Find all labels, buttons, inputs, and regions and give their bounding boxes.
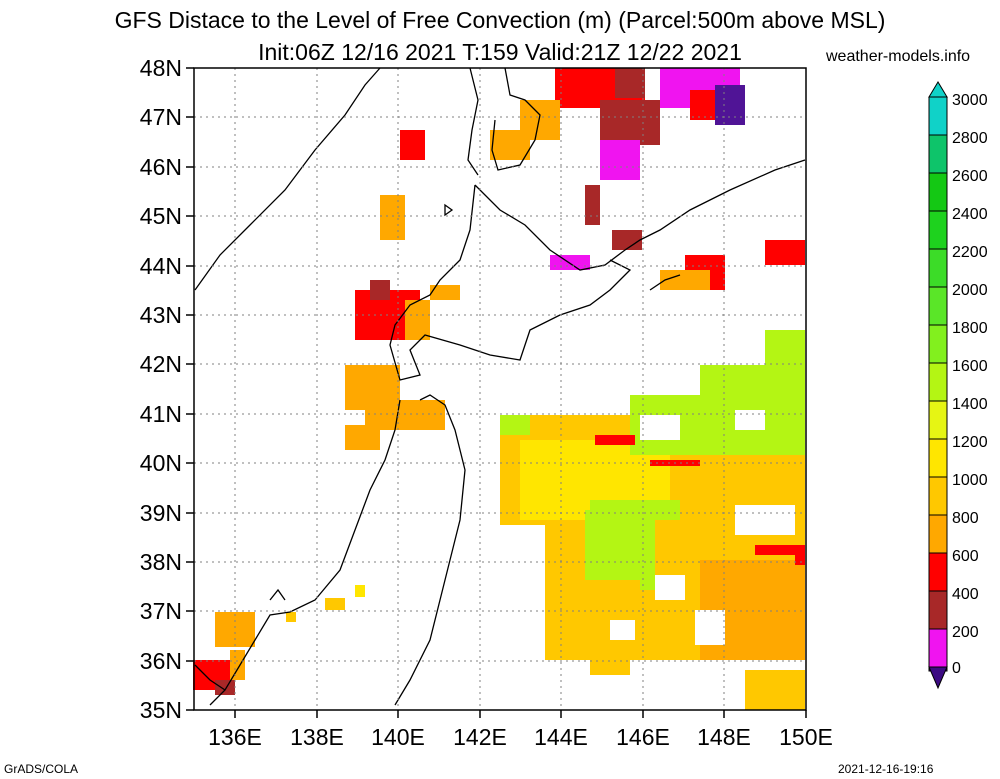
map-frame: [193, 67, 807, 711]
lon-label: 140E: [371, 724, 425, 750]
colorbar-label: 2000: [952, 282, 988, 299]
lat-label: 36N: [139, 648, 182, 674]
colorbar-label: 2600: [952, 168, 988, 185]
lfc-shading: [193, 68, 805, 710]
chart-title: GFS Distace to the Level of Free Convect…: [114, 7, 886, 33]
source-label: weather-models.info: [826, 48, 971, 65]
colorbar-label: 400: [952, 586, 979, 603]
lon-label: 136E: [208, 724, 262, 750]
lon-label: 138E: [290, 724, 344, 750]
colorbar-top-arrow: [928, 81, 948, 98]
lat-label: 42N: [139, 351, 182, 377]
colorbar-label: 1800: [952, 320, 988, 337]
lon-label: 146E: [616, 724, 670, 750]
lat-label: 41N: [139, 401, 182, 427]
coastlines: [194, 67, 806, 706]
lat-label: 44N: [139, 253, 182, 279]
colorbar-label: 2800: [952, 130, 988, 147]
graticule: [194, 68, 806, 710]
chart-subtitle: Init:06Z 12/16 2021 T:159 Valid:21Z 12/2…: [258, 39, 742, 65]
colorbar-label: 800: [952, 510, 979, 527]
lat-label: 39N: [139, 500, 182, 526]
lat-label: 35N: [139, 697, 182, 723]
lat-label: 40N: [139, 450, 182, 476]
lat-label: 37N: [139, 598, 182, 624]
lon-label: 150E: [779, 724, 833, 750]
lon-label: 148E: [697, 724, 751, 750]
colorbar-label: 1600: [952, 358, 988, 375]
colorbar-label: 3000: [952, 92, 988, 109]
lat-label: 47N: [139, 104, 182, 130]
colorbar-label: 1000: [952, 472, 988, 489]
colorbar-label: 1400: [952, 396, 988, 413]
footer-software: GrADS/COLA: [4, 762, 79, 776]
lat-label: 45N: [139, 203, 182, 229]
colorbar-label: 600: [952, 548, 979, 565]
colorbar-label: 200: [952, 624, 979, 641]
colorbar-label: 2200: [952, 244, 988, 261]
lon-label: 144E: [534, 724, 588, 750]
lat-label: 38N: [139, 549, 182, 575]
colorbar-label: 1200: [952, 434, 988, 451]
axis-ticks: [186, 67, 807, 718]
colorbar-label: 2400: [952, 206, 988, 223]
footer-timestamp: 2021-12-16-19:16: [838, 762, 934, 776]
lat-label: 46N: [139, 154, 182, 180]
lat-label: 43N: [139, 302, 182, 328]
colorbar-bottom-arrow: [928, 666, 948, 690]
colorbar: [928, 81, 948, 690]
lon-label: 142E: [453, 724, 507, 750]
lat-label: 48N: [139, 55, 182, 81]
colorbar-label: 0: [952, 660, 961, 677]
